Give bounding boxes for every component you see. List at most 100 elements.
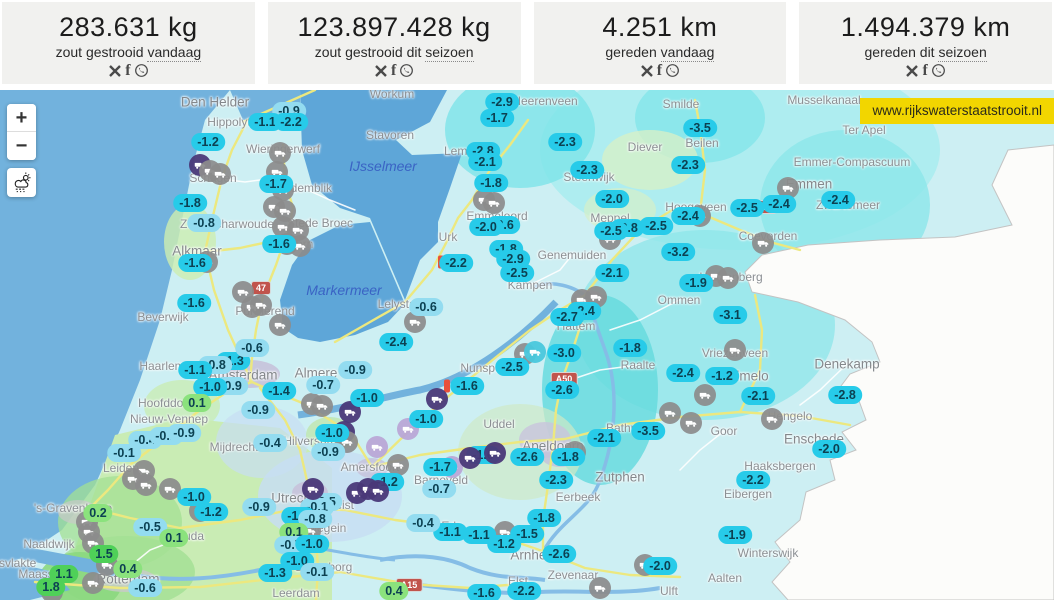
road-temperature-pill: -0.9 bbox=[242, 498, 276, 516]
city-label: Goor bbox=[710, 424, 738, 438]
road-temperature-pill: -2.2 bbox=[274, 113, 308, 131]
road-temperature-pill: -0.1 bbox=[300, 563, 334, 581]
road-temperature-pill: -0.9 bbox=[338, 361, 372, 379]
tooltip-term[interactable]: vandaag bbox=[147, 43, 202, 62]
road-temperature-pill: -2.9 bbox=[485, 93, 519, 111]
tooltip-term[interactable]: seizoen bbox=[425, 43, 474, 62]
road-temperature-pill: -1.1 bbox=[248, 113, 282, 131]
road-temperature-pill: -0.7 bbox=[422, 480, 456, 498]
road-temperature-pill: -2.2 bbox=[439, 254, 473, 272]
gritter-truck-icon bbox=[717, 267, 739, 289]
city-label: Heerenveen bbox=[512, 94, 578, 108]
road-temperature-pill: 1.5 bbox=[89, 545, 119, 563]
road-temperature-pill: 0.1 bbox=[182, 394, 212, 412]
road-temperature-pill: -1.8 bbox=[551, 448, 585, 466]
x-share-icon[interactable] bbox=[374, 64, 388, 78]
road-temperature-pill: -2.0 bbox=[469, 218, 503, 236]
gritter-truck-icon bbox=[524, 341, 546, 363]
city-label: Denekamp bbox=[814, 356, 880, 372]
road-temperature-map[interactable]: Den HelderHippolytushoefWieringerwerfWor… bbox=[0, 90, 1054, 600]
road-temperature-pill: -2.3 bbox=[539, 471, 573, 489]
x-share-icon[interactable] bbox=[640, 64, 654, 78]
road-temperature-pill: -1.1 bbox=[433, 523, 467, 541]
stats-header: 283.631 kg zout gestrooid vandaag f 123.… bbox=[0, 0, 1054, 90]
road-temperature-pill: -1.0 bbox=[315, 424, 349, 442]
facebook-share-icon[interactable]: f bbox=[922, 61, 928, 79]
road-temperature-pill: 0.2 bbox=[83, 504, 113, 522]
road-temperature-pill: -3.5 bbox=[683, 119, 717, 137]
gritter-truck-icon bbox=[366, 436, 388, 458]
city-label: Ter Apel bbox=[842, 123, 886, 137]
stat-value: 1.494.379 km bbox=[840, 11, 1011, 42]
zoom-out-button[interactable]: − bbox=[7, 132, 36, 160]
stat-value: 4.251 km bbox=[602, 11, 718, 42]
site-url-banner[interactable]: www.rijkswaterstaatstrooit.nl bbox=[860, 98, 1054, 124]
facebook-share-icon[interactable]: f bbox=[390, 61, 397, 79]
x-share-icon[interactable] bbox=[905, 64, 919, 78]
city-label: Ommen bbox=[657, 293, 701, 307]
city-label: Raalte bbox=[620, 358, 656, 372]
road-temperature-pill: -0.9 bbox=[241, 401, 275, 419]
x-share-icon[interactable] bbox=[108, 64, 122, 78]
road-temperature-pill: -0.6 bbox=[235, 339, 269, 357]
whatsapp-share-icon[interactable] bbox=[931, 63, 946, 78]
road-temperature-pill: -1.1 bbox=[178, 361, 212, 379]
zoom-in-button[interactable]: + bbox=[7, 104, 36, 132]
weather-layer-button[interactable] bbox=[7, 168, 36, 197]
incident-marker-icon bbox=[444, 379, 450, 393]
road-temperature-pill: -1.0 bbox=[350, 389, 384, 407]
road-temperature-pill: -0.9 bbox=[311, 443, 345, 461]
gritter-truck-icon bbox=[724, 339, 746, 361]
road-temperature-pill: -2.4 bbox=[666, 364, 700, 382]
whatsapp-share-icon[interactable] bbox=[134, 63, 149, 78]
facebook-share-icon[interactable]: f bbox=[656, 61, 663, 79]
road-temperature-pill: -0.4 bbox=[253, 434, 287, 452]
road-temperature-pill: 0.1 bbox=[159, 529, 189, 547]
road-temperature-pill: -1.9 bbox=[718, 526, 752, 544]
tooltip-term[interactable]: seizoen bbox=[938, 43, 987, 62]
gritter-truck-icon bbox=[589, 577, 611, 599]
road-temperature-pill: -2.7 bbox=[550, 308, 584, 326]
stat-label: zout gestrooid dit seizoen bbox=[314, 43, 474, 62]
gritter-truck-icon bbox=[367, 480, 389, 502]
road-temperature-pill: -1.7 bbox=[480, 109, 514, 127]
road-temperature-pill: -2.3 bbox=[671, 156, 705, 174]
road-temperature-pill: -0.4 bbox=[406, 514, 440, 532]
road-temperature-pill: -1.2 bbox=[191, 133, 225, 151]
stat-label: gereden dit seizoen bbox=[864, 43, 987, 62]
road-temperature-pill: -3.2 bbox=[661, 243, 695, 261]
city-label: Ulft bbox=[660, 584, 678, 598]
road-temperature-pill: -0.6 bbox=[409, 298, 443, 316]
road-temperature-pill: -1.8 bbox=[173, 194, 207, 212]
road-temperature-pill: -2.0 bbox=[812, 440, 846, 458]
share-row: f bbox=[905, 61, 946, 79]
road-temperature-pill: -1.8 bbox=[527, 509, 561, 527]
gritter-truck-icon bbox=[159, 478, 181, 500]
road-temperature-pill: -1.2 bbox=[487, 535, 521, 553]
road-temperature-pill: -1.8 bbox=[474, 174, 508, 192]
road-temperature-pill: -2.2 bbox=[736, 471, 770, 489]
facebook-share-icon[interactable]: f bbox=[125, 61, 131, 79]
weather-icon bbox=[14, 172, 31, 193]
tooltip-term[interactable]: vandaag bbox=[660, 43, 715, 62]
road-temperature-pill: -2.1 bbox=[741, 387, 775, 405]
gritter-truck-icon bbox=[694, 384, 716, 406]
road-temperature-pill: -1.3 bbox=[258, 564, 292, 582]
road-temperature-pill: -1.0 bbox=[409, 410, 443, 428]
city-label: Emmer-Compascuum bbox=[793, 155, 911, 169]
city-label: Zutphen bbox=[595, 469, 645, 485]
city-label: Aalten bbox=[707, 571, 743, 585]
road-temperature-pill: -2.4 bbox=[821, 191, 855, 209]
whatsapp-share-icon[interactable] bbox=[399, 63, 414, 78]
city-label: Workum bbox=[369, 90, 415, 101]
road-temperature-pill: -1.2 bbox=[705, 367, 739, 385]
city-label: Naaldwijk bbox=[23, 537, 75, 551]
gritter-truck-icon bbox=[680, 412, 702, 434]
road-temperature-pill: -2.2 bbox=[507, 582, 541, 600]
whatsapp-share-icon[interactable] bbox=[665, 63, 680, 78]
city-label: Eerbeek bbox=[555, 490, 601, 504]
road-temperature-pill: -0.9 bbox=[167, 424, 201, 442]
city-label: Smilde bbox=[662, 97, 700, 111]
gritter-truck-icon bbox=[752, 232, 774, 254]
road-temperature-pill: -1.0 bbox=[177, 488, 211, 506]
